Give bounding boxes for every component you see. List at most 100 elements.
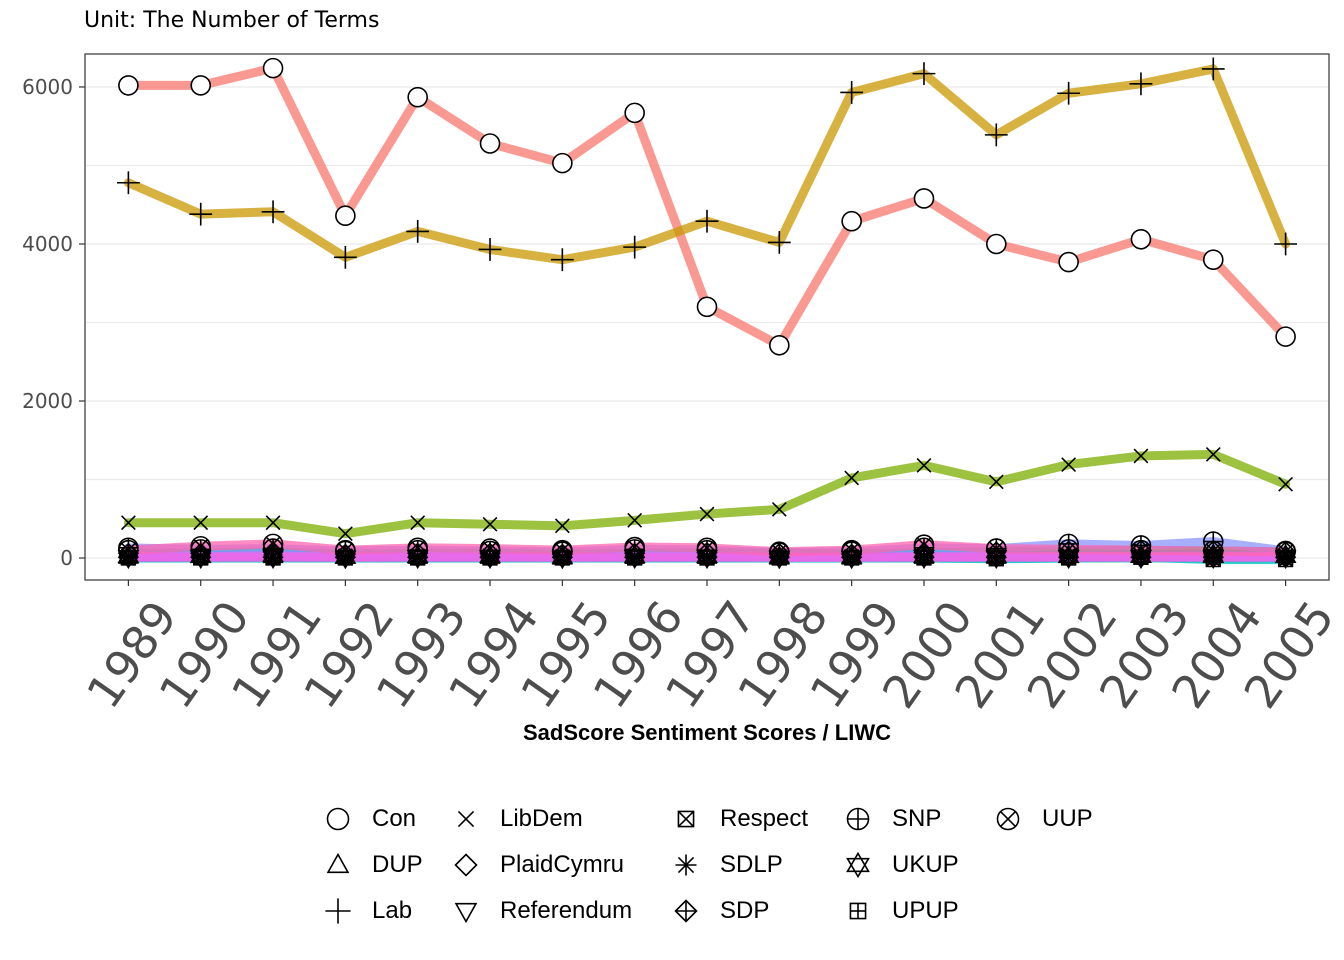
- legend-label: SDLP: [720, 851, 783, 878]
- data-point: [844, 470, 860, 486]
- data-point: [190, 539, 212, 560]
- data-point: [193, 515, 209, 531]
- legend-key-lab: [325, 898, 351, 924]
- data-point: [1201, 57, 1225, 81]
- data-point: [916, 457, 932, 473]
- legend-label: UKUP: [892, 851, 959, 878]
- legend-symbol: [326, 852, 350, 874]
- legend-symbol: [326, 807, 350, 831]
- data-point: [479, 133, 501, 154]
- legend-item-sdp: SDP: [666, 888, 838, 934]
- data-point: [913, 537, 935, 559]
- data-point: [988, 474, 1004, 490]
- legend-item-libdem: LibDem: [446, 796, 666, 842]
- x-axis-title: SadScore Sentiment Scores / LIWC: [523, 720, 891, 745]
- legend-symbol: [849, 902, 867, 920]
- legend-key-con: [326, 807, 350, 831]
- legend-key-sdlp: [675, 854, 697, 876]
- legend-symbol: [457, 810, 475, 828]
- data-point: [696, 296, 718, 318]
- data-point: [841, 210, 862, 232]
- legend-symbol: [454, 853, 478, 877]
- legend-key-plaidcymru: [454, 853, 478, 877]
- data-point: [261, 200, 285, 224]
- legend-label: PlaidCymru: [500, 851, 625, 878]
- data-point: [190, 75, 212, 96]
- legend-label: SNP: [892, 805, 942, 832]
- data-point: [696, 539, 718, 561]
- legend-label: UUP: [1042, 805, 1093, 832]
- y-tick-label: 6000: [22, 75, 73, 99]
- data-point: [1058, 251, 1079, 273]
- data-point: [1133, 448, 1149, 464]
- data-point: [1057, 540, 1080, 562]
- data-point: [841, 543, 863, 565]
- legend-key-libdem: [457, 810, 475, 828]
- data-point: [333, 245, 357, 269]
- data-point: [407, 539, 428, 561]
- legend-key-respect: [677, 810, 695, 828]
- data-point: [479, 542, 501, 564]
- data-point: [624, 102, 645, 124]
- data-point: [410, 515, 426, 531]
- legend-item-con: Con: [318, 796, 446, 842]
- data-point: [1202, 249, 1224, 270]
- legend-symbol: [846, 807, 870, 831]
- legend-label: Respect: [720, 805, 809, 832]
- legend-symbol: [677, 810, 695, 828]
- legend-label: DUP: [372, 851, 423, 878]
- data-point: [769, 542, 790, 563]
- data-point: [554, 518, 570, 534]
- data-point: [984, 123, 1008, 147]
- legend-item-uup: UUP: [988, 796, 1108, 842]
- data-point: [406, 220, 430, 243]
- data-point: [840, 81, 864, 104]
- data-point: [986, 233, 1007, 255]
- y-tick-label: 0: [60, 546, 73, 570]
- legend-key-snp: [846, 807, 870, 831]
- data-point: [913, 188, 935, 209]
- legend-symbol: [325, 898, 351, 924]
- data-point: [335, 205, 356, 227]
- data-point: [623, 235, 647, 259]
- data-point: [912, 62, 936, 86]
- legend-item-snp: SNP: [838, 796, 988, 842]
- data-point: [337, 526, 353, 542]
- data-point: [1130, 535, 1152, 556]
- legend-symbol: [675, 854, 697, 876]
- data-point: [769, 334, 790, 356]
- legend-label: Con: [372, 805, 417, 832]
- data-point: [551, 543, 573, 565]
- legend-symbol: [996, 807, 1020, 831]
- legend-key-referendum: [454, 902, 478, 924]
- data-point: [479, 540, 501, 562]
- legend-label: LibDem: [500, 805, 583, 832]
- chart-subtitle: Unit: The Number of Terms: [84, 8, 380, 33]
- data-point: [1129, 72, 1153, 96]
- legend-key-dup: [326, 852, 350, 874]
- data-point: [117, 542, 140, 564]
- data-point: [696, 541, 718, 564]
- data-point: [482, 516, 498, 532]
- legend-label: SDP: [720, 897, 770, 924]
- data-point: [118, 75, 139, 96]
- legend-key-sdp: [674, 899, 698, 923]
- y-tick-label: 2000: [22, 389, 73, 413]
- series-points-snp: [118, 531, 1296, 563]
- legend-key-ukup: [846, 851, 870, 879]
- data-point: [767, 231, 791, 254]
- data-point: [1278, 476, 1294, 492]
- data-point: [262, 538, 284, 559]
- data-point: [699, 506, 715, 522]
- legend-item-respect: Respect: [666, 796, 838, 842]
- legend-label: Referendum: [500, 897, 633, 924]
- legend-item-dup: DUP: [318, 842, 446, 888]
- data-point: [1130, 228, 1152, 250]
- legend-item-plaidcymru: PlaidCymru: [446, 842, 666, 888]
- legend-symbol: [846, 851, 870, 879]
- data-point: [189, 202, 213, 226]
- data-point: [118, 537, 139, 559]
- y-tick-label: 4000: [22, 232, 73, 256]
- legend-item-sdlp: SDLP: [666, 842, 838, 888]
- data-point: [913, 541, 935, 564]
